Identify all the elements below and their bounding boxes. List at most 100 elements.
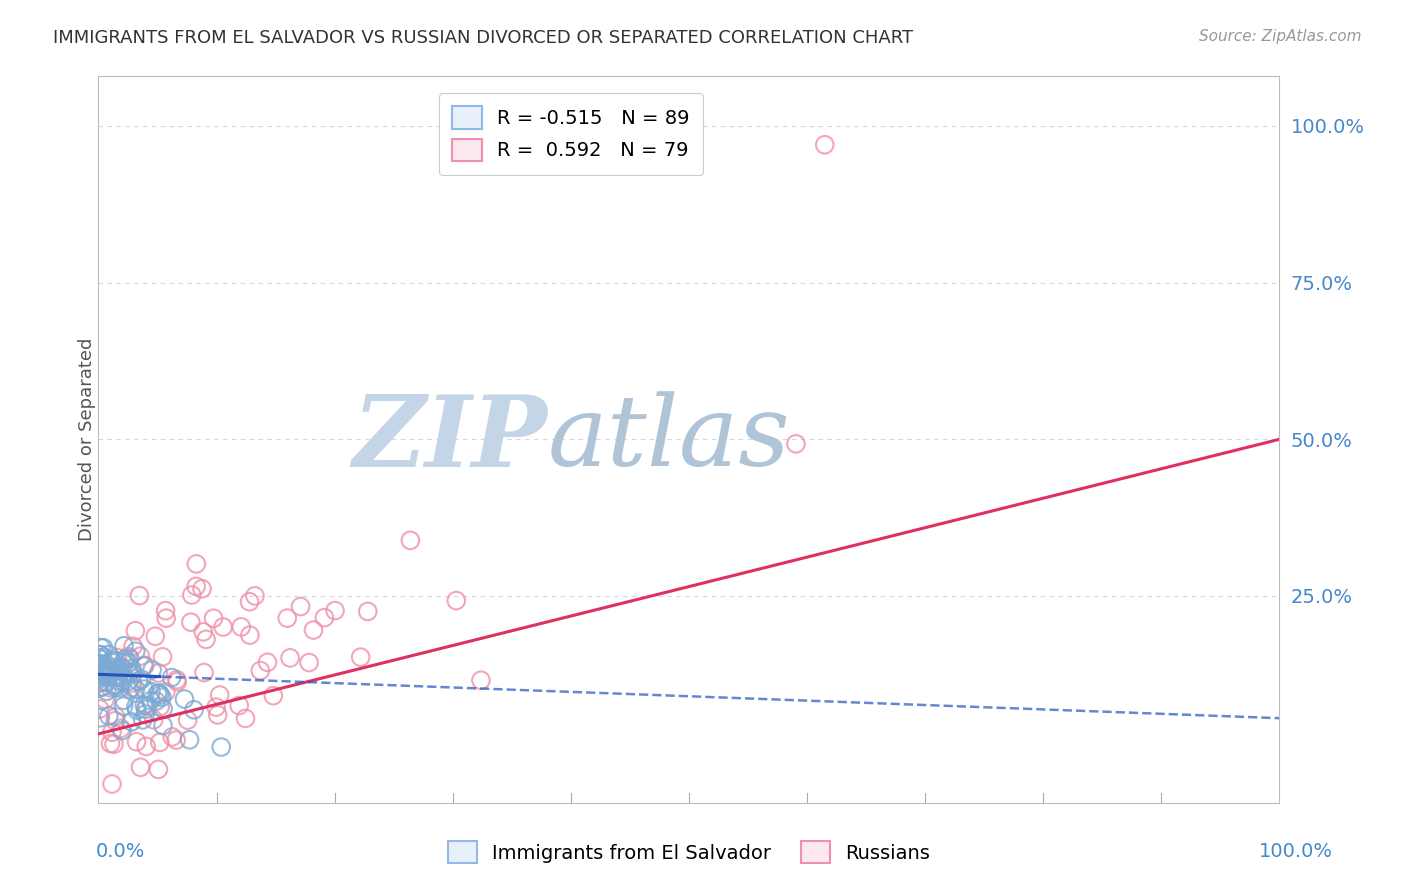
Point — [100, 665, 122, 679]
Point — [302, 623, 325, 637]
Point — [90, 667, 112, 681]
Point — [132, 713, 155, 727]
Point — [202, 611, 225, 625]
Point — [101, 777, 124, 791]
Point — [118, 682, 141, 697]
Point — [146, 687, 169, 701]
Point — [89, 711, 111, 725]
Point — [350, 650, 373, 665]
Point — [136, 699, 159, 714]
Point — [129, 760, 152, 774]
Point — [91, 664, 114, 678]
Text: Source: ZipAtlas.com: Source: ZipAtlas.com — [1198, 29, 1361, 44]
Point — [122, 640, 145, 654]
Point — [121, 662, 143, 676]
Point — [148, 666, 170, 681]
Point — [152, 702, 174, 716]
Point — [145, 694, 167, 708]
Point — [111, 671, 134, 685]
Point — [112, 699, 135, 714]
Point — [243, 589, 266, 603]
Point — [117, 656, 139, 670]
Point — [94, 665, 117, 680]
Point — [231, 620, 253, 634]
Point — [91, 671, 114, 685]
Point — [125, 703, 148, 717]
Point — [193, 665, 215, 680]
Point — [141, 663, 163, 677]
Point — [101, 725, 124, 739]
Point — [139, 694, 162, 708]
Point — [121, 714, 143, 729]
Point — [262, 689, 284, 703]
Point — [785, 437, 807, 451]
Point — [276, 611, 298, 625]
Point — [239, 628, 262, 642]
Point — [104, 710, 127, 724]
Point — [90, 660, 112, 674]
Point — [160, 730, 183, 744]
Point — [132, 659, 155, 673]
Point — [97, 670, 120, 684]
Point — [121, 681, 143, 695]
Point — [111, 723, 134, 738]
Text: IMMIGRANTS FROM EL SALVADOR VS RUSSIAN DIVORCED OR SEPARATED CORRELATION CHART: IMMIGRANTS FROM EL SALVADOR VS RUSSIAN D… — [53, 29, 914, 46]
Point — [89, 665, 111, 680]
Point — [357, 604, 380, 618]
Point — [90, 640, 112, 655]
Point — [118, 674, 141, 689]
Point — [91, 659, 114, 673]
Point — [90, 674, 112, 689]
Point — [228, 698, 250, 713]
Point — [122, 666, 145, 681]
Point — [124, 624, 146, 638]
Point — [134, 698, 156, 712]
Point — [131, 673, 153, 687]
Point — [314, 610, 336, 624]
Point — [155, 604, 177, 618]
Point — [93, 668, 115, 682]
Point — [124, 681, 146, 696]
Point — [89, 651, 111, 665]
Point — [89, 657, 111, 671]
Point — [132, 682, 155, 697]
Point — [193, 624, 215, 639]
Point — [97, 659, 120, 673]
Point — [112, 656, 135, 670]
Text: 100.0%: 100.0% — [1258, 842, 1333, 861]
Point — [118, 651, 141, 665]
Point — [205, 700, 228, 714]
Text: ZIP: ZIP — [353, 391, 547, 488]
Point — [89, 675, 111, 690]
Point — [89, 681, 111, 695]
Point — [94, 692, 117, 706]
Point — [184, 579, 207, 593]
Point — [114, 652, 136, 666]
Point — [256, 655, 278, 669]
Point — [107, 650, 129, 665]
Point — [96, 675, 118, 690]
Point — [134, 658, 156, 673]
Point — [107, 662, 129, 676]
Point — [104, 714, 127, 728]
Point — [152, 649, 174, 664]
Point — [212, 620, 235, 634]
Point — [107, 670, 129, 684]
Point — [142, 713, 165, 727]
Point — [135, 702, 157, 716]
Point — [470, 673, 492, 688]
Point — [195, 632, 218, 647]
Point — [103, 737, 125, 751]
Point — [166, 674, 188, 689]
Point — [209, 740, 232, 755]
Point — [105, 662, 128, 676]
Point — [101, 656, 124, 670]
Y-axis label: Divorced or Separated: Divorced or Separated — [79, 338, 96, 541]
Legend: Immigrants from El Salvador, Russians: Immigrants from El Salvador, Russians — [439, 831, 939, 873]
Point — [155, 685, 177, 699]
Point — [134, 707, 156, 722]
Point — [165, 733, 187, 747]
Point — [125, 699, 148, 714]
Point — [111, 660, 134, 674]
Point — [235, 711, 257, 725]
